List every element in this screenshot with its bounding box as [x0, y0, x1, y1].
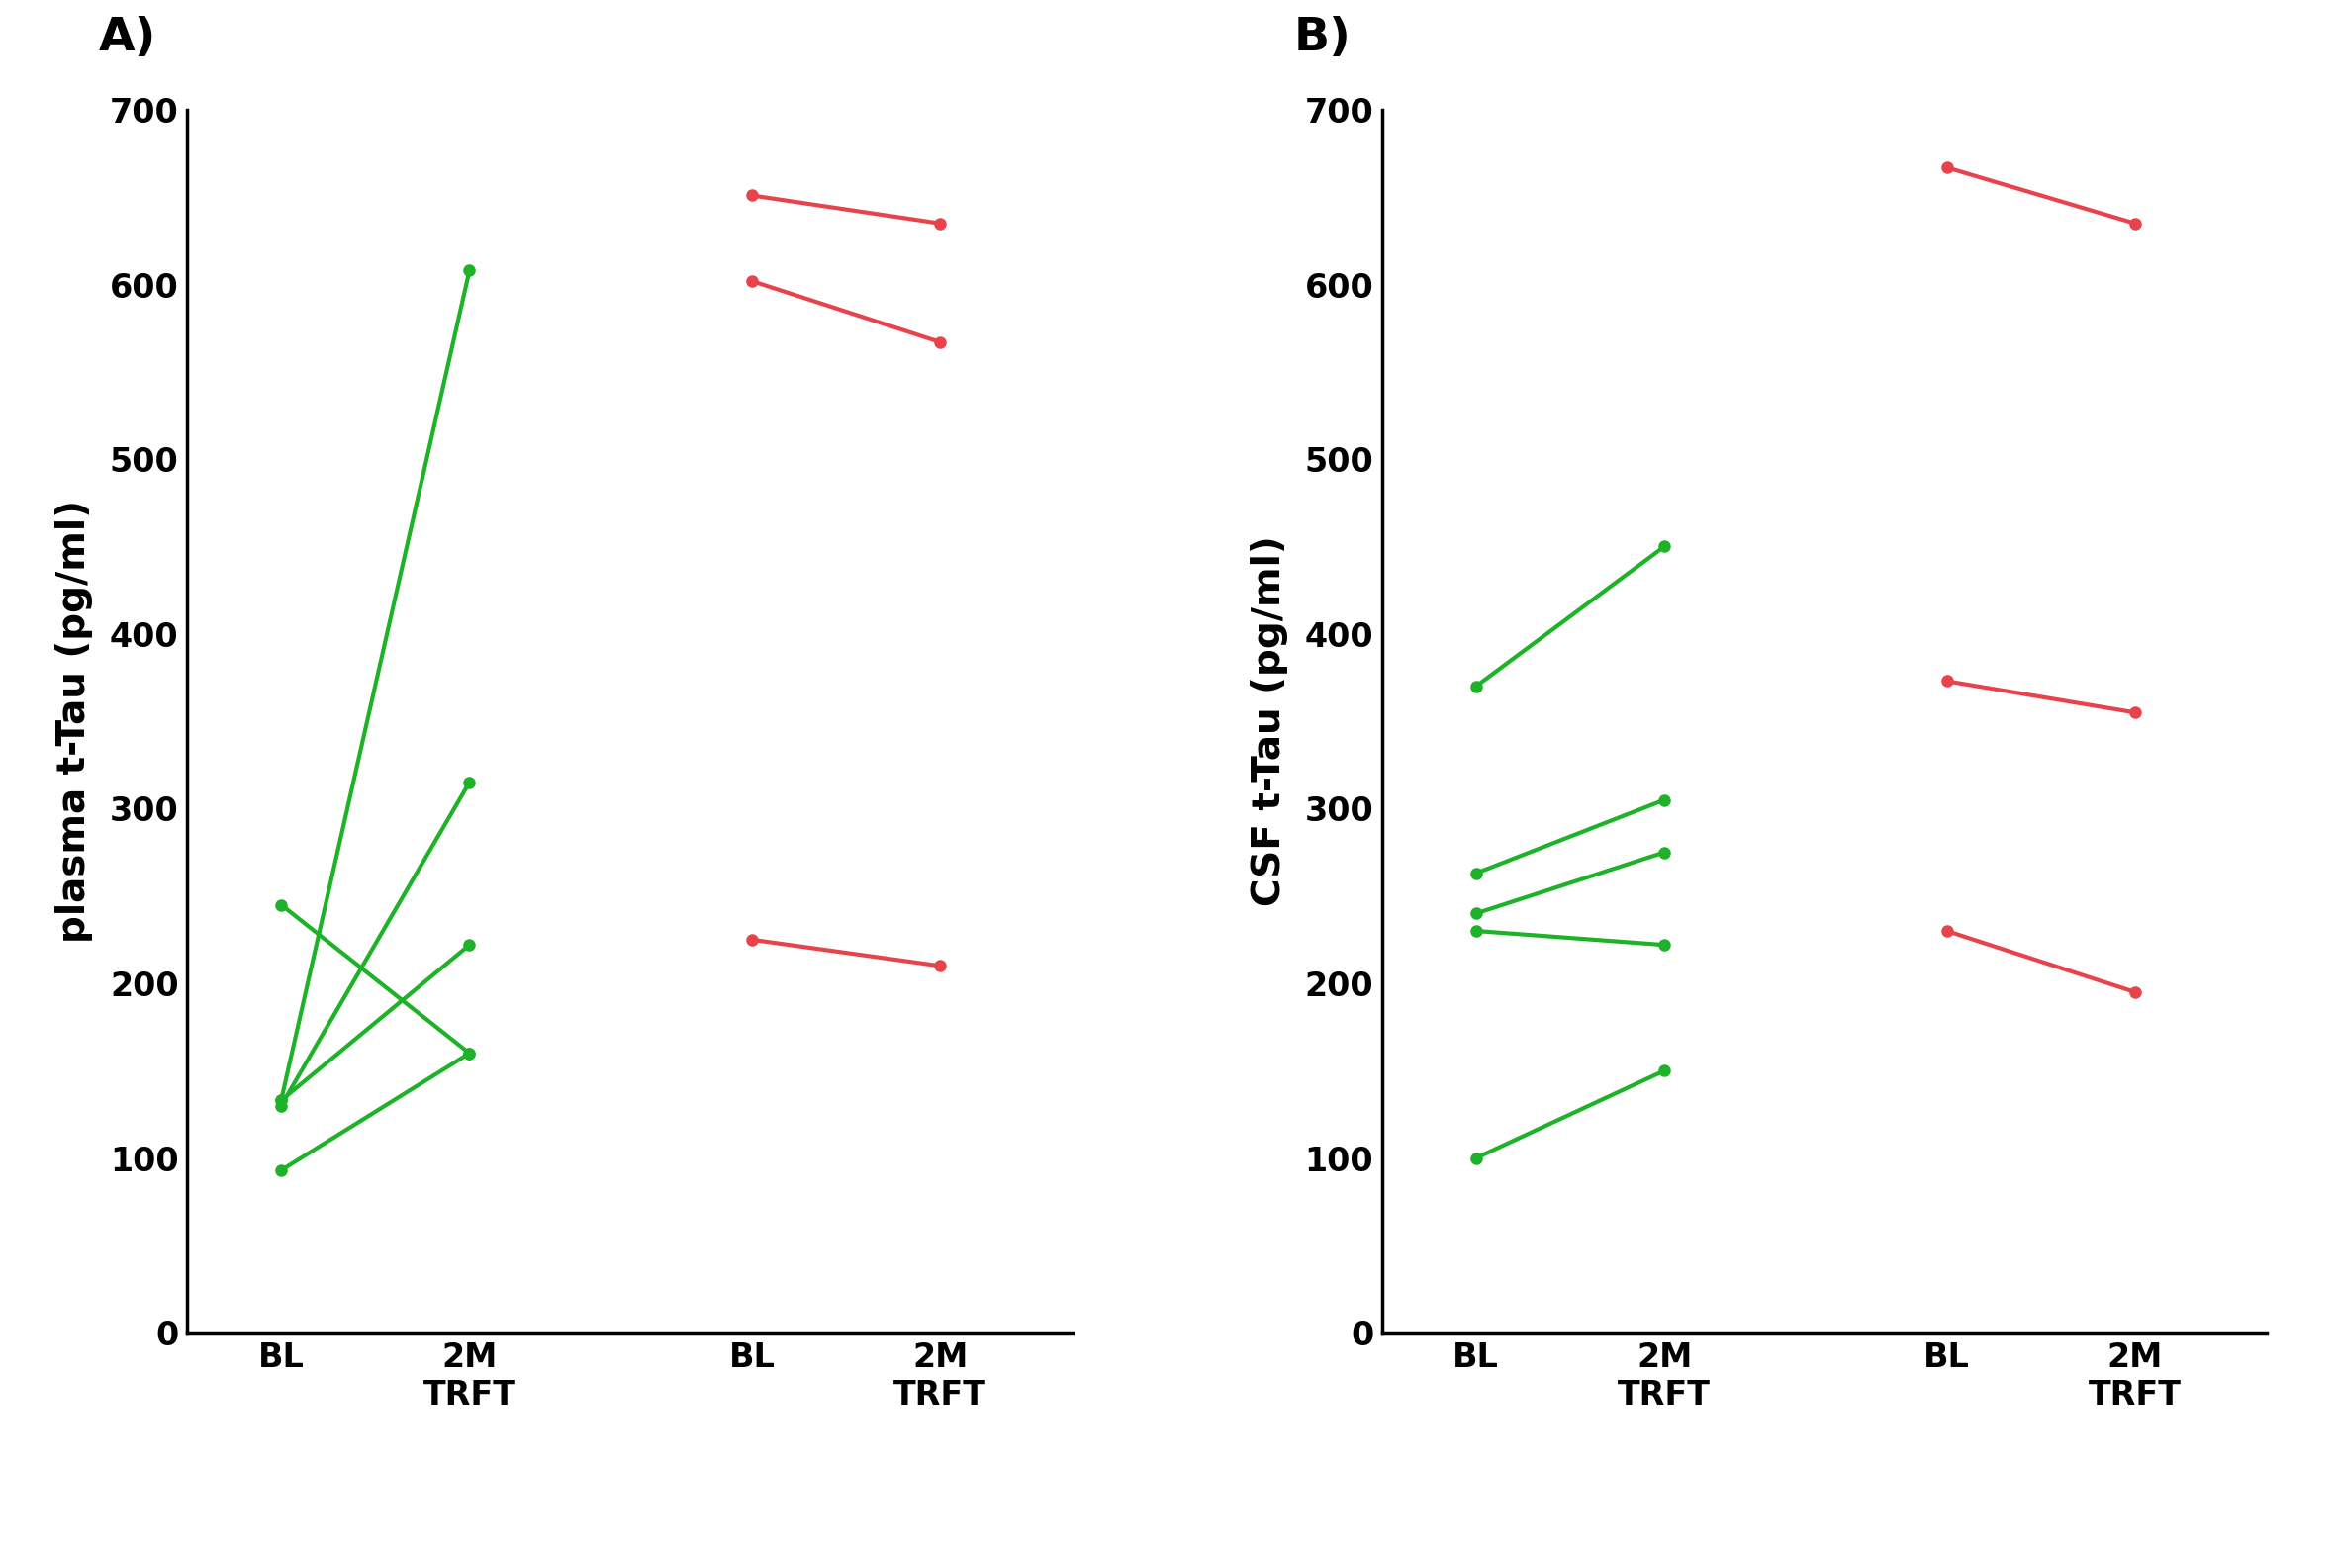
Text: B): B)	[1292, 16, 1351, 61]
Text: A): A)	[98, 16, 157, 61]
Y-axis label: plasma t-Tau (pg/ml): plasma t-Tau (pg/ml)	[56, 500, 93, 942]
Y-axis label: CSF t-Tau (pg/ml): CSF t-Tau (pg/ml)	[1250, 536, 1288, 906]
